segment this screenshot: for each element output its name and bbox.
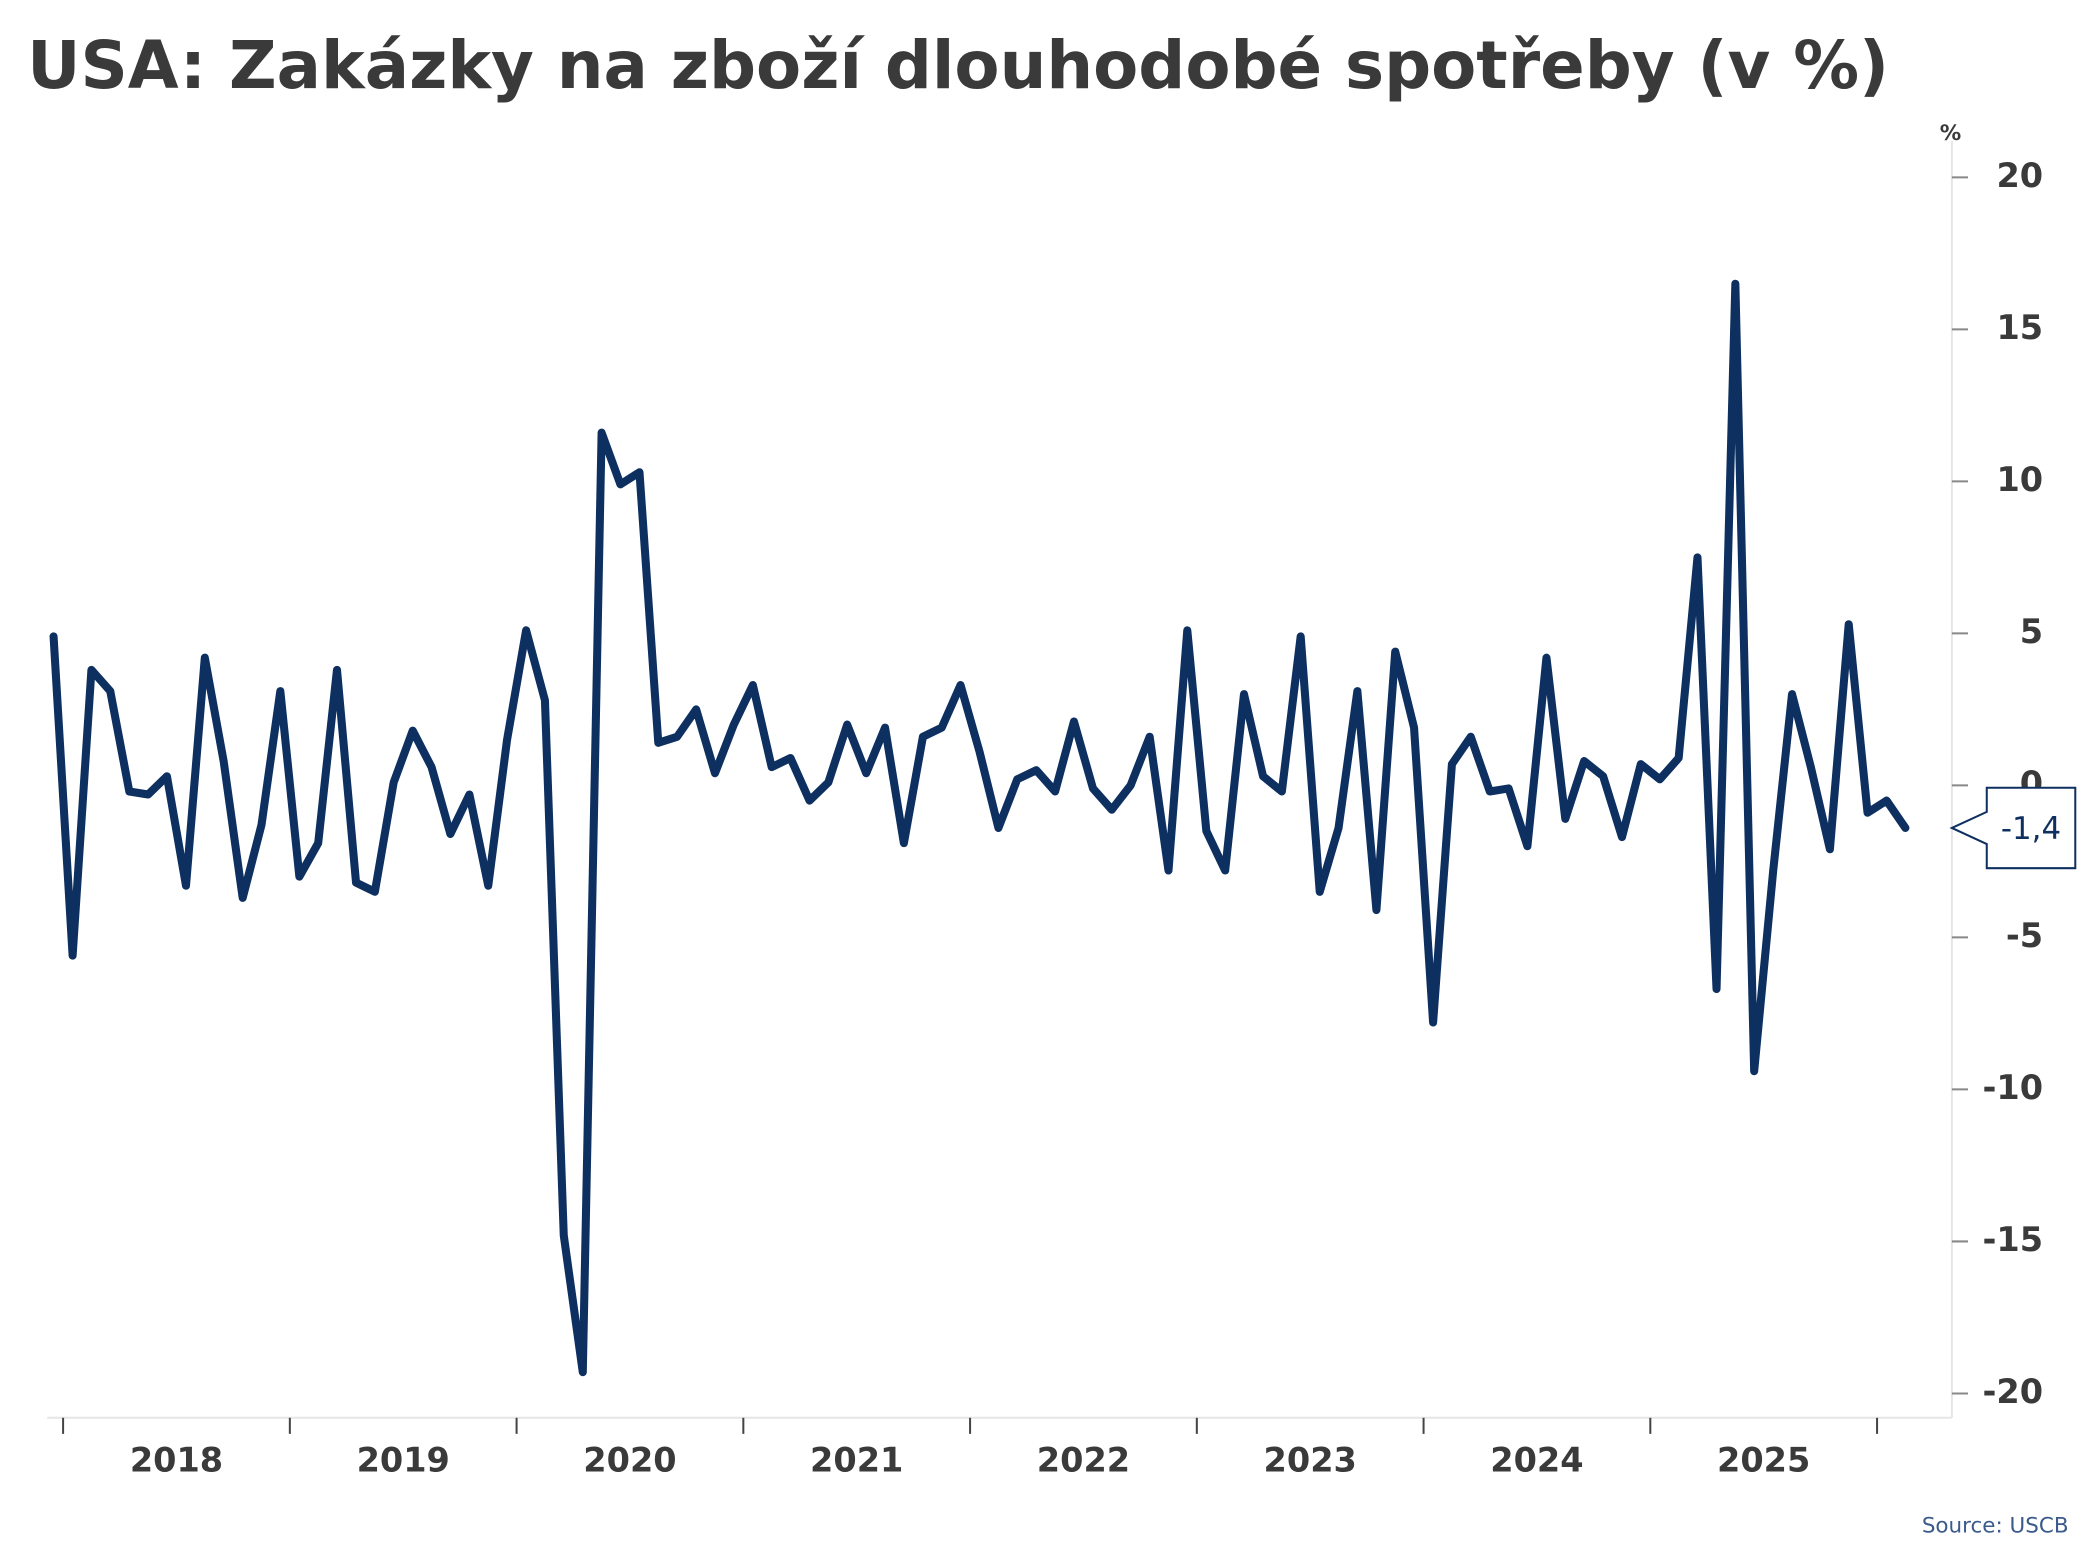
callout-box bbox=[1949, 786, 2077, 870]
x-tick-label: 2023 bbox=[1264, 1441, 1357, 1480]
chart-title: USA: Zakázky na zboží dlouhodobé spotřeb… bbox=[27, 28, 1889, 104]
x-tick-label: 2022 bbox=[1037, 1441, 1130, 1480]
source: Source: USCB bbox=[1922, 1513, 2069, 1538]
y-tick-label: -15 bbox=[1983, 1220, 2044, 1259]
y-tick-label: -5 bbox=[2006, 916, 2043, 955]
y-tick-label: 5 bbox=[2020, 612, 2043, 651]
x-tick-label: 2020 bbox=[583, 1441, 676, 1480]
x-tick-label: 2024 bbox=[1490, 1441, 1583, 1480]
y-unit: % bbox=[1940, 121, 1962, 146]
data-line bbox=[49, 279, 1910, 1377]
y-tick-label: -20 bbox=[1983, 1372, 2044, 1411]
x-tick-label: 2019 bbox=[357, 1441, 450, 1480]
y-tick-label: 15 bbox=[1996, 308, 2043, 347]
x-tick-label: 2025 bbox=[1717, 1441, 1810, 1480]
y-tick-label: 10 bbox=[1996, 460, 2043, 499]
x-tick-label: 2021 bbox=[810, 1441, 903, 1480]
callout-label: -1,4 bbox=[2001, 811, 2061, 847]
x-tick-label: 2018 bbox=[130, 1441, 223, 1480]
y-tick-label: -10 bbox=[1983, 1068, 2044, 1107]
y-tick-label: 20 bbox=[1996, 156, 2043, 195]
